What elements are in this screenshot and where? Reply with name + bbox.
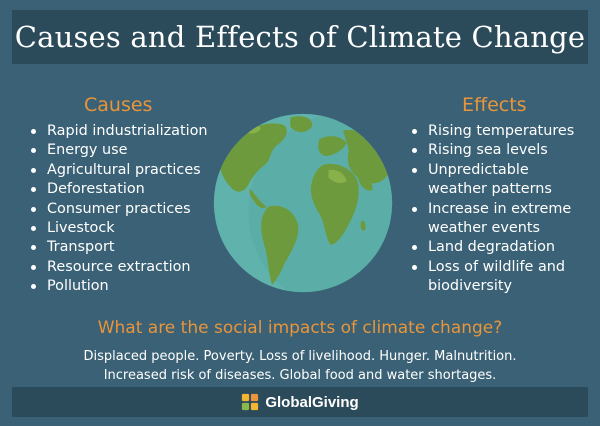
effect-item: Increase in extreme (408, 200, 574, 219)
cause-item: Resource extraction (27, 258, 208, 277)
cause-item: Energy use (27, 141, 208, 160)
effect-item: Unpredictable (408, 161, 574, 180)
title-banner: Causes and Effects of Climate Change (12, 10, 588, 64)
effect-item: Land degradation (408, 238, 574, 257)
brand-name: GlobalGiving (265, 393, 359, 411)
cause-item: Transport (27, 238, 208, 257)
earth-globe-icon (213, 113, 393, 293)
cause-item: Livestock (27, 219, 208, 238)
page-title: Causes and Effects of Climate Change (14, 20, 586, 54)
causes-heading: Causes (84, 94, 153, 116)
effect-item: Rising temperatures (408, 122, 574, 141)
social-impacts-text: Displaced people. Poverty. Loss of livel… (0, 347, 600, 385)
social-impacts-line: Displaced people. Poverty. Loss of livel… (83, 349, 517, 364)
effect-item-continued: weather patterns (428, 181, 552, 198)
causes-list: Rapid industrialization Energy use Agric… (27, 122, 208, 297)
cause-item: Pollution (27, 277, 208, 296)
effect-item: Loss of wildlife and (408, 258, 574, 277)
cause-item: Rapid industrialization (27, 122, 208, 141)
effect-item: Rising sea levels (408, 141, 574, 160)
cause-item: Agricultural practices (27, 161, 208, 180)
effect-item-continued: biodiversity (428, 278, 513, 295)
social-impacts-question: What are the social impacts of climate c… (97, 318, 503, 338)
effects-list: Rising temperatures Rising sea levels Un… (408, 122, 574, 297)
effects-heading: Effects (462, 94, 527, 116)
globalgiving-logo-icon (242, 393, 259, 411)
effect-item-continued: weather events (428, 220, 541, 237)
social-impacts-line: Increased risk of diseases. Global food … (103, 368, 497, 383)
cause-item: Consumer practices (27, 200, 208, 219)
cause-item: Deforestation (27, 180, 208, 199)
footer-banner: GlobalGiving (12, 387, 588, 417)
